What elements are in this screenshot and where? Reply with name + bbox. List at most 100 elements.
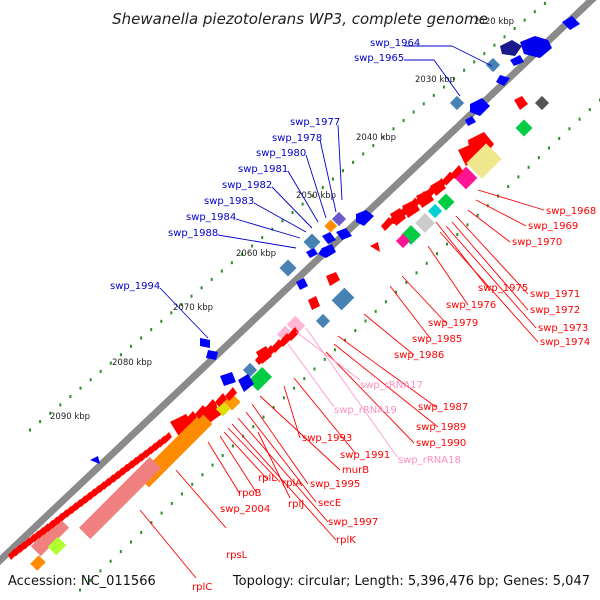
gc-dot xyxy=(201,473,204,477)
gene-label[interactable]: swp_1984 xyxy=(186,212,236,223)
gc-dot xyxy=(150,521,153,525)
gc-dot xyxy=(311,194,314,198)
gene-box[interactable] xyxy=(242,362,258,378)
gene-label[interactable]: swp_1972 xyxy=(530,305,580,316)
kbp-scale: 2020 kbp 2030 kbp 2040 kbp 2050 kbp 2060… xyxy=(50,17,514,422)
gc-dot xyxy=(331,177,334,181)
gene-label[interactable]: swp_1987 xyxy=(418,402,468,413)
gene-arrow[interactable] xyxy=(500,40,522,56)
gene-label[interactable]: rpoB xyxy=(238,488,262,499)
gene-arrow[interactable] xyxy=(424,184,437,199)
gene-arrow[interactable] xyxy=(470,98,490,116)
gene-arrow[interactable] xyxy=(442,171,455,186)
gene-arrow[interactable] xyxy=(296,278,308,290)
gene-label[interactable]: swp_1969 xyxy=(528,221,578,232)
gene-arrow[interactable] xyxy=(175,417,187,431)
gene-arrow[interactable] xyxy=(416,191,428,205)
gene-label[interactable]: rplL xyxy=(258,473,277,484)
gene-arrow[interactable] xyxy=(510,55,524,66)
gene-arrow[interactable] xyxy=(225,387,237,401)
gene-arrow[interactable] xyxy=(433,178,446,192)
gene-box[interactable] xyxy=(324,219,338,233)
rrna-label[interactable]: swp_rRNA17 xyxy=(360,380,423,391)
gene-label[interactable]: swp_1974 xyxy=(540,337,590,348)
gc-dot xyxy=(412,110,415,114)
gene-label[interactable]: swp_1985 xyxy=(412,334,462,345)
gene-arrow[interactable] xyxy=(322,232,336,244)
gene-arrow[interactable] xyxy=(90,456,100,464)
gene-label[interactable]: swp_1970 xyxy=(512,237,562,248)
gene-arrow[interactable] xyxy=(451,165,463,179)
gene-arrow[interactable] xyxy=(200,338,210,348)
gc-dot xyxy=(89,378,92,382)
gene-label[interactable]: swp_1968 xyxy=(546,206,596,217)
rrna-label[interactable]: swp_rRNA19 xyxy=(334,405,397,416)
gene-label[interactable]: swp_1964 xyxy=(370,38,420,49)
gene-arrow[interactable] xyxy=(356,210,374,226)
gc-dot xyxy=(160,511,163,515)
gene-arrow[interactable] xyxy=(407,197,420,212)
gene-label[interactable]: swp_1993 xyxy=(302,433,352,444)
gene-arrow[interactable] xyxy=(496,75,510,86)
gene-label[interactable]: murB xyxy=(342,465,369,476)
gene-label[interactable]: swp_1979 xyxy=(428,318,478,329)
gene-label[interactable]: swp_1989 xyxy=(416,422,466,433)
gene-label[interactable]: rpsL xyxy=(226,550,248,561)
gene-label[interactable]: secE xyxy=(318,498,341,509)
gene-label[interactable]: swp_1976 xyxy=(446,300,496,311)
gc-dot xyxy=(293,386,296,390)
gene-label[interactable]: swp_1990 xyxy=(416,438,466,449)
gene-box[interactable] xyxy=(331,211,347,227)
gene-label[interactable]: swp_1983 xyxy=(204,196,254,207)
gene-box[interactable] xyxy=(485,57,501,73)
gene-arrow[interactable] xyxy=(306,248,318,258)
gc-dot xyxy=(130,540,132,544)
gene-label[interactable]: swp_1981 xyxy=(238,164,288,175)
gene-arrow[interactable] xyxy=(220,372,236,386)
gene-arrow[interactable] xyxy=(162,432,172,444)
gc-dot xyxy=(432,93,435,97)
gene-arrow[interactable] xyxy=(206,350,218,360)
gc-dot xyxy=(170,502,173,505)
gene-label[interactable]: rplJ xyxy=(288,499,304,510)
gene-arrow[interactable] xyxy=(318,244,336,258)
gene-box[interactable] xyxy=(303,233,321,251)
gene-label[interactable]: swp_1978 xyxy=(272,133,322,144)
gene-label[interactable]: swp_1986 xyxy=(394,350,444,361)
gene-label[interactable]: swp_1975 xyxy=(478,283,528,294)
gene-label[interactable]: rplA xyxy=(282,478,302,489)
gc-dot xyxy=(119,353,122,357)
gene-label[interactable]: swp_1995 xyxy=(310,479,360,490)
gene-box[interactable] xyxy=(449,95,465,111)
gene-arrow[interactable] xyxy=(562,16,580,30)
gene-label[interactable]: swp_1971 xyxy=(530,289,580,300)
gene-arrow[interactable] xyxy=(520,36,552,58)
gene-box[interactable] xyxy=(279,259,297,277)
rrna-label[interactable]: swp_rRNA18 xyxy=(398,455,461,466)
gene-label[interactable]: swp_2004 xyxy=(220,504,270,515)
gene-arrow[interactable] xyxy=(465,116,476,126)
gene-label[interactable]: swp_1977 xyxy=(290,117,340,128)
gene-arrow[interactable] xyxy=(398,204,411,218)
gc-dot xyxy=(476,213,479,217)
gene-label[interactable]: swp_1988 xyxy=(168,228,218,239)
gene-label[interactable]: swp_1980 xyxy=(256,148,306,159)
gene-label[interactable]: swp_1982 xyxy=(222,180,272,191)
gene-arrow[interactable] xyxy=(205,399,217,413)
gene-arrow[interactable] xyxy=(381,217,393,231)
gene-label[interactable]: rplC xyxy=(192,582,212,593)
gene-label[interactable]: swp_1991 xyxy=(340,450,390,461)
gene-label[interactable]: rplK xyxy=(336,535,356,546)
gene-arrow[interactable] xyxy=(185,411,197,425)
gene-label[interactable]: swp_1973 xyxy=(538,323,588,334)
gene-arrow[interactable] xyxy=(389,210,402,225)
gene-arrow[interactable] xyxy=(195,405,207,419)
gene-arrow[interactable] xyxy=(336,228,352,240)
gene-arrow[interactable] xyxy=(215,393,227,407)
gc-dot xyxy=(313,367,316,371)
gene-label[interactable]: swp_1994 xyxy=(110,281,160,292)
gene-label[interactable]: swp_1965 xyxy=(354,53,404,64)
gene-arrow[interactable] xyxy=(287,327,299,341)
gene-label[interactable]: swp_1997 xyxy=(328,517,378,528)
